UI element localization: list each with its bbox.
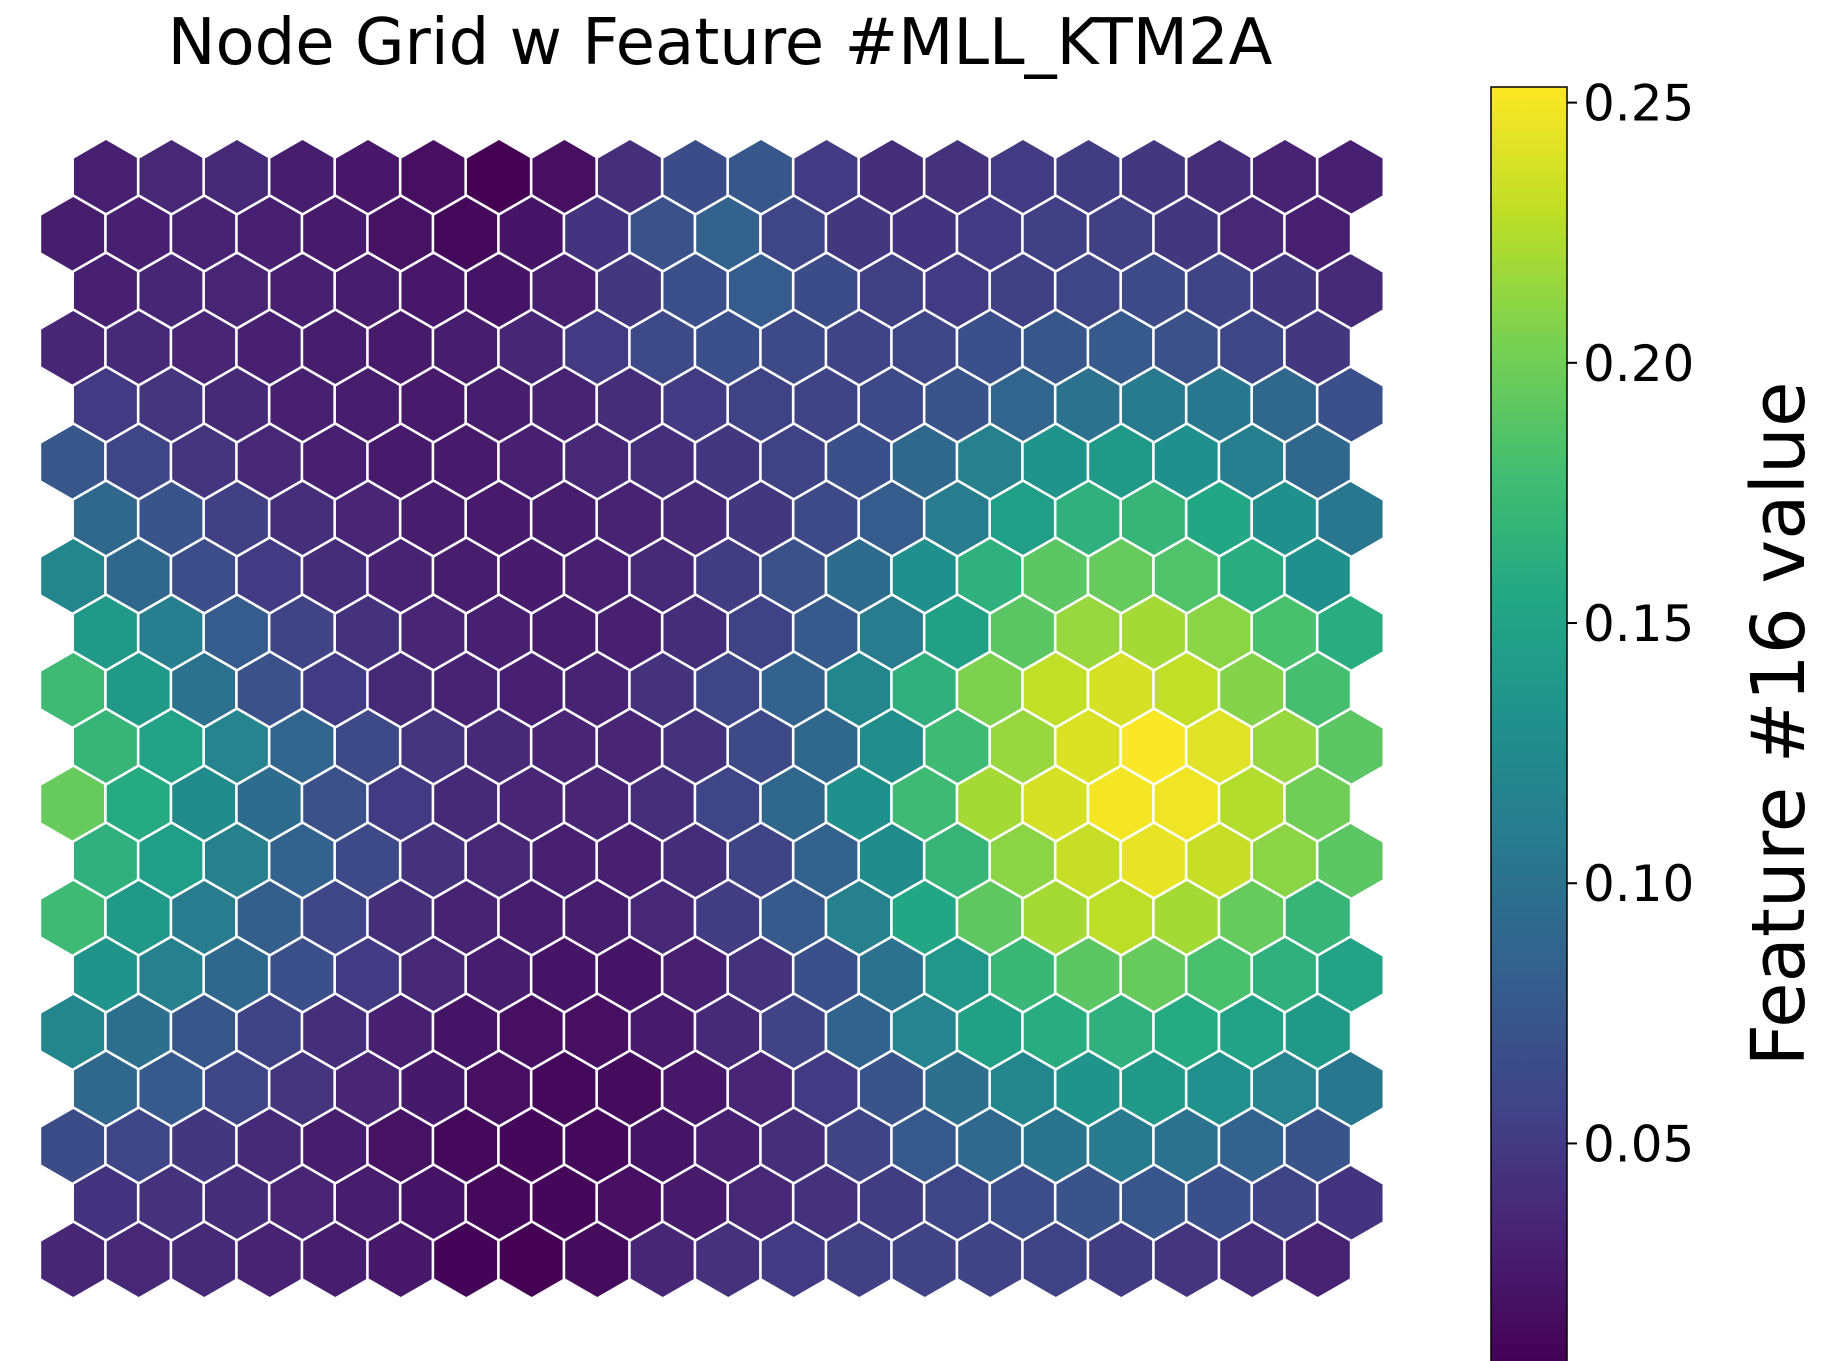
colorbar-tick-label: 0.20 — [1583, 335, 1694, 393]
colorbar-tick-label: 0.10 — [1583, 855, 1694, 913]
hex-grid — [38, 136, 1386, 1301]
chart-title: Node Grid w Feature #MLL_KTM2A — [168, 6, 1273, 80]
colorbar-tick-label: 0.25 — [1583, 75, 1694, 133]
colorbar-tick-label: 0.05 — [1583, 1115, 1694, 1173]
colorbar — [1490, 86, 1568, 1361]
colorbar-tick-label: 0.15 — [1583, 595, 1694, 653]
colorbar-ticks: 0.05 0.10 0.15 0.20 0.25 — [1567, 75, 1694, 1173]
colorbar-label: Feature #16 value — [1736, 382, 1822, 1067]
hex-cell — [1283, 1219, 1353, 1301]
